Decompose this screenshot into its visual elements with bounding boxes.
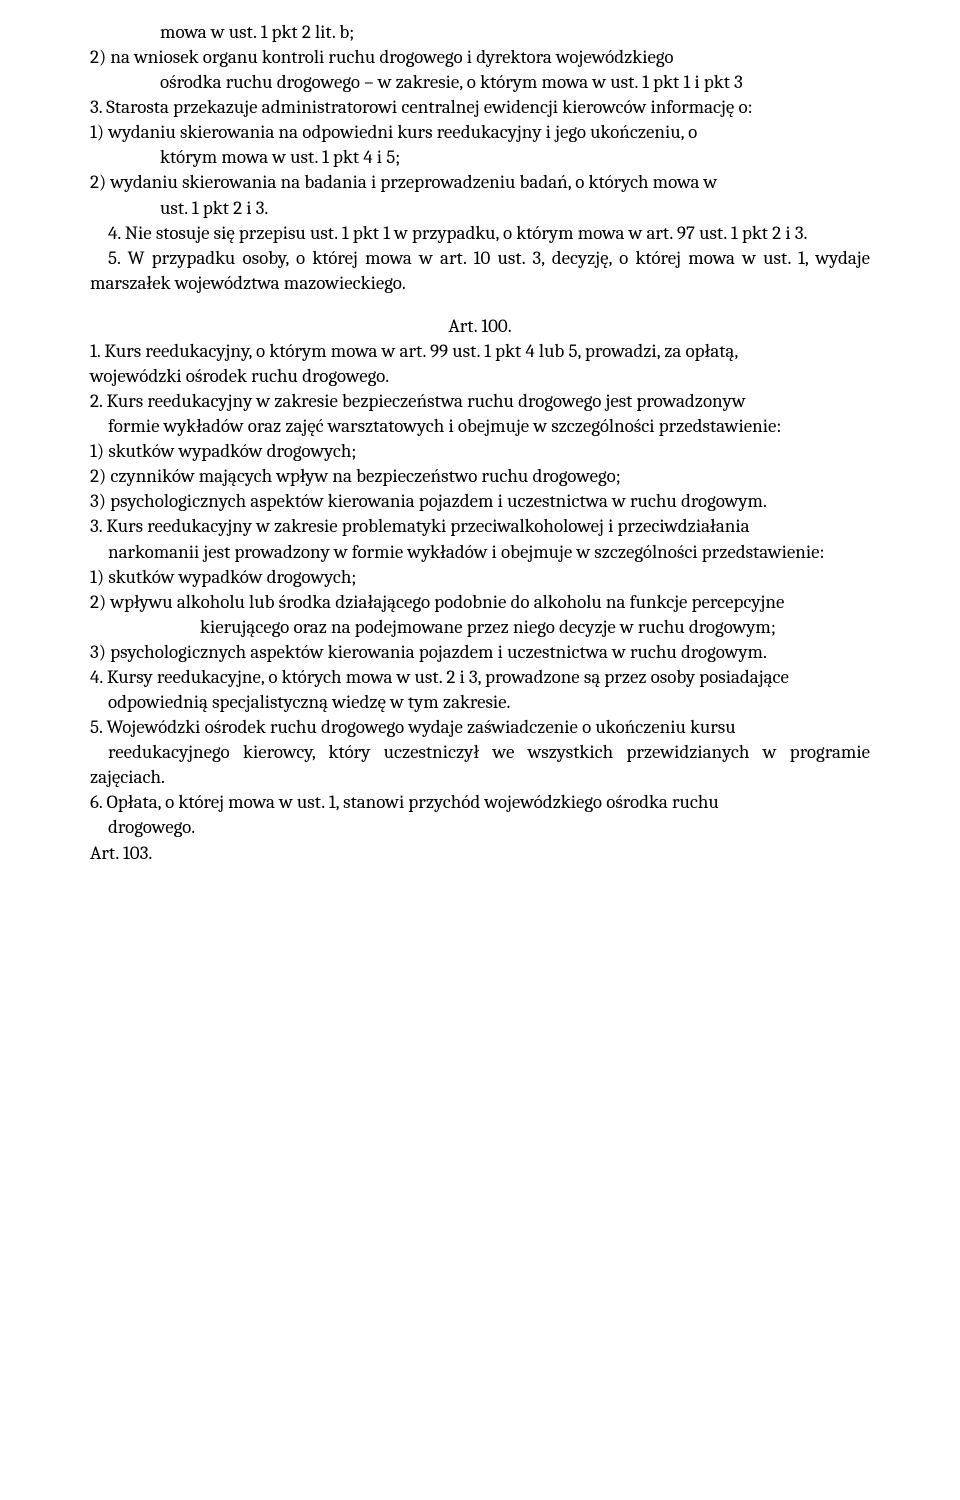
text-line: ośrodka ruchu drogowego – w zakresie, o … xyxy=(90,70,870,95)
text-line: 6. Opłata, o której mowa w ust. 1, stano… xyxy=(90,790,870,815)
text-line: 4. Nie stosuje się przepisu ust. 1 pkt 1… xyxy=(90,221,870,246)
text-line: 2) na wniosek organu kontroli ruchu drog… xyxy=(90,45,870,70)
text-line: 3) psychologicznych aspektów kierowania … xyxy=(90,489,870,514)
text-line: 3. Starosta przekazuje administratorowi … xyxy=(90,95,870,120)
text-line: 4. Kursy reedukacyjne, o których mowa w … xyxy=(90,665,870,690)
text-line: 2) wpływu alkoholu lub środka działające… xyxy=(90,590,870,615)
text-line: mowa w ust. 1 pkt 2 lit. b; xyxy=(90,20,870,45)
text-line: 1) skutków wypadków drogowych; xyxy=(90,439,870,464)
article-heading-100: Art. 100. xyxy=(90,314,870,339)
text-line: narkomanii jest prowadzony w formie wykł… xyxy=(90,540,870,565)
text-line: którym mowa w ust. 1 pkt 4 i 5; xyxy=(90,145,870,170)
text-line: odpowiednią specjalistyczną wiedzę w tym… xyxy=(90,690,870,715)
text-line: drogowego. xyxy=(90,815,870,840)
text-line: 5. W przypadku osoby, o której mowa w ar… xyxy=(90,246,870,296)
text-line: 3. Kurs reedukacyjny w zakresie problema… xyxy=(90,514,870,539)
text-line: 5. Wojewódzki ośrodek ruchu drogowego wy… xyxy=(90,715,870,740)
text-line: reedukacyjnego kierowcy, który uczestnic… xyxy=(90,740,870,790)
article-heading-103: Art. 103. xyxy=(90,841,870,866)
text-line: 3) psychologicznych aspektów kierowania … xyxy=(90,640,870,665)
text-line: ust. 1 pkt 2 i 3. xyxy=(90,196,870,221)
text-line: wojewódzki ośrodek ruchu drogowego. xyxy=(90,364,870,389)
text-line: 1. Kurs reedukacyjny, o którym mowa w ar… xyxy=(90,339,870,364)
text-line: 1) skutków wypadków drogowych; xyxy=(90,565,870,590)
text-line: kierującego oraz na podejmowane przez ni… xyxy=(90,615,870,640)
text-line: formie wykładów oraz zajęć warsztatowych… xyxy=(90,414,870,439)
text-line: 2. Kurs reedukacyjny w zakresie bezpiecz… xyxy=(90,389,870,414)
text-line: 2) wydaniu skierowania na badania i prze… xyxy=(90,170,870,195)
text-line: 2) czynników mających wpływ na bezpiecze… xyxy=(90,464,870,489)
text-line: 1) wydaniu skierowania na odpowiedni kur… xyxy=(90,120,870,145)
